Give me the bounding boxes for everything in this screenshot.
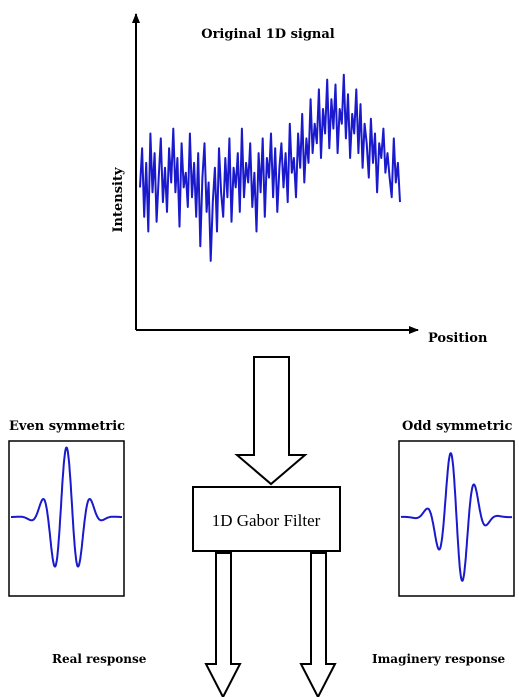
gabor-filter-box: 1D Gabor Filter: [192, 486, 341, 552]
signal-plot-title: Original 1D signal: [201, 27, 335, 42]
even-gabor-wave: [10, 446, 123, 568]
signal-plot: Original 1D signal Intensity Position: [111, 13, 488, 346]
filter-box-frame: [192, 486, 341, 552]
odd-symmetric-panel: Odd symmetric: [398, 419, 515, 597]
imaginary-output-arrow: [299, 552, 337, 697]
real-output-arrow: [204, 552, 242, 697]
even-symmetric-panel: Even symmetric: [8, 419, 125, 597]
even-panel-title: Even symmetric: [9, 419, 125, 434]
y-axis-label: Intensity: [111, 167, 126, 233]
imaginary-response-label: Imaginery response: [372, 652, 505, 666]
input-arrow: [234, 356, 308, 486]
filter-box-label: 1D Gabor Filter: [212, 511, 321, 530]
signal-line: [139, 73, 401, 262]
real-response-label: Real response: [52, 652, 147, 666]
odd-gabor-wave: [400, 452, 513, 582]
x-axis-label: Position: [428, 331, 488, 346]
odd-panel-title: Odd symmetric: [402, 419, 512, 434]
